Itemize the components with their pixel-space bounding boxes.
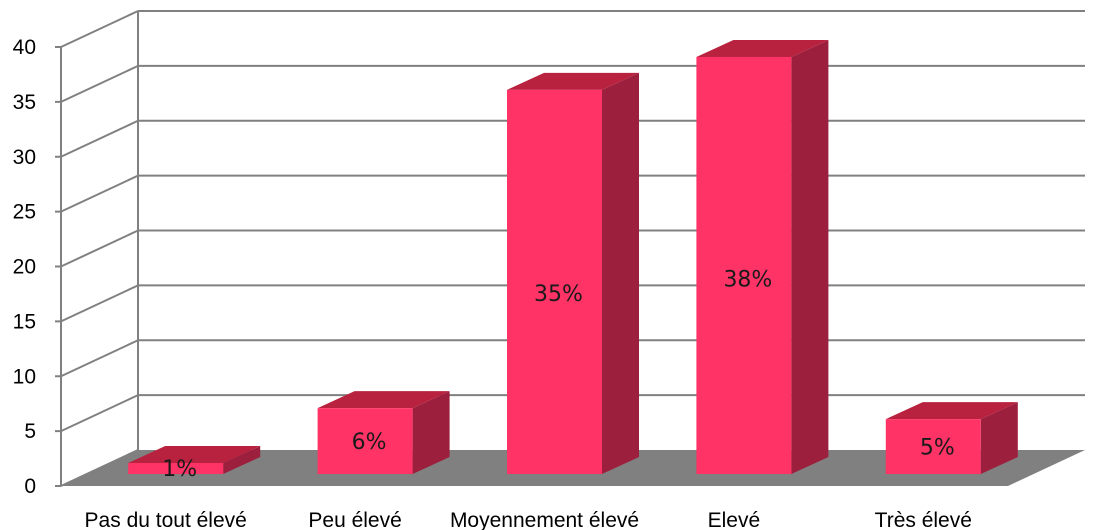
bar bbox=[507, 72, 639, 474]
category-labels: Pas du tout élevé Peu élevé Moyennement él… bbox=[85, 509, 972, 530]
gridline-side bbox=[60, 174, 139, 213]
y-tick-label: 5 bbox=[24, 420, 36, 443]
bar-front bbox=[317, 408, 413, 474]
bar-front bbox=[128, 463, 224, 474]
gridline-side bbox=[60, 284, 139, 323]
bar-top bbox=[317, 391, 450, 409]
category-label: Elevé bbox=[708, 509, 761, 530]
bar-front bbox=[696, 56, 792, 474]
bar bbox=[696, 39, 829, 474]
gridline-side bbox=[60, 10, 139, 48]
data-label: 6% bbox=[352, 430, 387, 455]
bar-side bbox=[223, 446, 261, 474]
gridline-side bbox=[60, 64, 139, 103]
data-label: 1% bbox=[162, 457, 197, 482]
category-label: Pas du tout élevé bbox=[85, 509, 247, 530]
bar-front bbox=[885, 419, 981, 474]
gridline-side bbox=[60, 339, 139, 378]
bar bbox=[885, 402, 1018, 474]
gridline-side bbox=[60, 229, 139, 268]
data-label: 5% bbox=[920, 436, 955, 461]
category-label: Moyennement élevé bbox=[450, 509, 639, 530]
y-tick-label: 0 bbox=[24, 475, 36, 498]
category-label: Très élevé bbox=[875, 509, 972, 530]
bars bbox=[128, 39, 1018, 474]
data-label: 35% bbox=[534, 282, 583, 307]
y-tick-label: 15 bbox=[13, 310, 36, 333]
bar bbox=[317, 391, 450, 474]
bar bbox=[128, 446, 261, 474]
y-tick-label: 20 bbox=[13, 256, 36, 279]
bar-side bbox=[412, 391, 450, 474]
y-tick-label: 40 bbox=[13, 36, 36, 59]
data-label: 38% bbox=[723, 267, 772, 292]
gridline-side bbox=[60, 394, 139, 433]
category-label: Peu élevé bbox=[308, 509, 401, 530]
bar-top bbox=[128, 446, 261, 464]
bar-side bbox=[980, 402, 1018, 474]
bar-side bbox=[791, 39, 829, 474]
y-axis-ticks: 0 5 10 15 20 25 30 35 40 bbox=[13, 36, 61, 498]
bar-side bbox=[602, 72, 639, 474]
y-tick-label: 35 bbox=[13, 91, 36, 114]
bar-top bbox=[507, 72, 639, 90]
bar-top bbox=[696, 39, 829, 57]
gridline-side bbox=[60, 119, 139, 158]
y-tick-label: 10 bbox=[13, 365, 36, 388]
y-tick-label: 25 bbox=[13, 201, 36, 224]
bar-front bbox=[507, 89, 602, 474]
y-tick-label: 30 bbox=[13, 146, 36, 169]
bar-top bbox=[885, 402, 1018, 420]
data-labels: 1% 6% 35% 38% 5% bbox=[162, 267, 955, 482]
